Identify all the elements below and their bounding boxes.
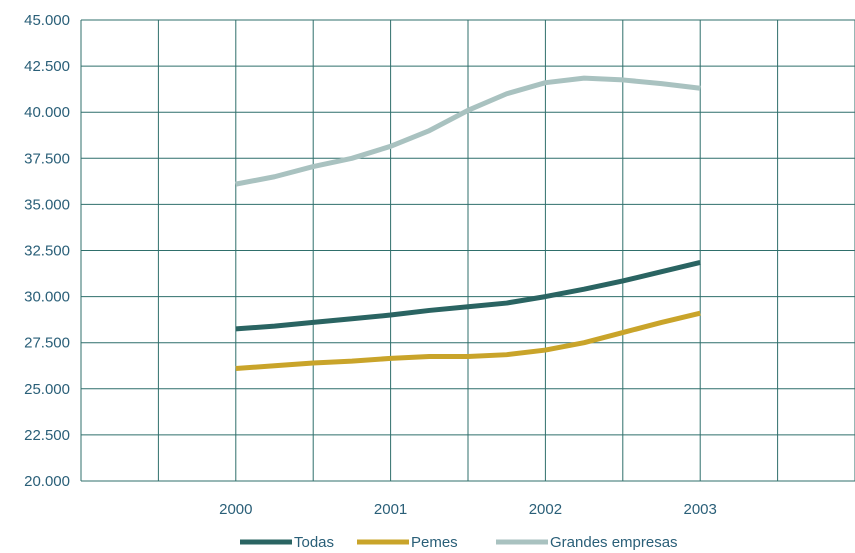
grid <box>80 19 855 482</box>
x-tick-label: 2003 <box>684 501 717 518</box>
x-axis-ticks: 2000 2001 2002 2003 <box>219 501 717 518</box>
legend: Todas Pemes Grandes empresas <box>240 534 678 551</box>
y-tick-label: 32.500 <box>24 243 70 260</box>
y-tick-label: 37.500 <box>24 150 70 167</box>
x-tick-label: 2002 <box>529 501 562 518</box>
legend-label: Pemes <box>411 534 458 551</box>
y-tick-label: 45.000 <box>24 12 70 29</box>
series-line-grandes-empresas <box>235 75 701 187</box>
x-tick-label: 2001 <box>374 501 407 518</box>
y-tick-label: 20.000 <box>24 473 70 490</box>
y-tick-label: 42.500 <box>24 58 70 75</box>
y-tick-label: 25.000 <box>24 381 70 398</box>
series-line-pemes <box>235 310 701 372</box>
legend-label: Todas <box>294 534 334 551</box>
series-line-todas <box>235 260 701 332</box>
y-tick-label: 35.000 <box>24 196 70 213</box>
y-tick-label: 27.500 <box>24 335 70 352</box>
y-tick-label: 30.000 <box>24 289 70 306</box>
series-lines <box>235 75 701 372</box>
y-axis-ticks: 20.000 22.500 25.000 27.500 30.000 32.500 35.0… <box>24 12 70 490</box>
x-tick-label: 2000 <box>219 501 252 518</box>
y-tick-label: 22.500 <box>24 427 70 444</box>
legend-label: Grandes empresas <box>550 534 678 551</box>
y-tick-label: 40.000 <box>24 104 70 121</box>
